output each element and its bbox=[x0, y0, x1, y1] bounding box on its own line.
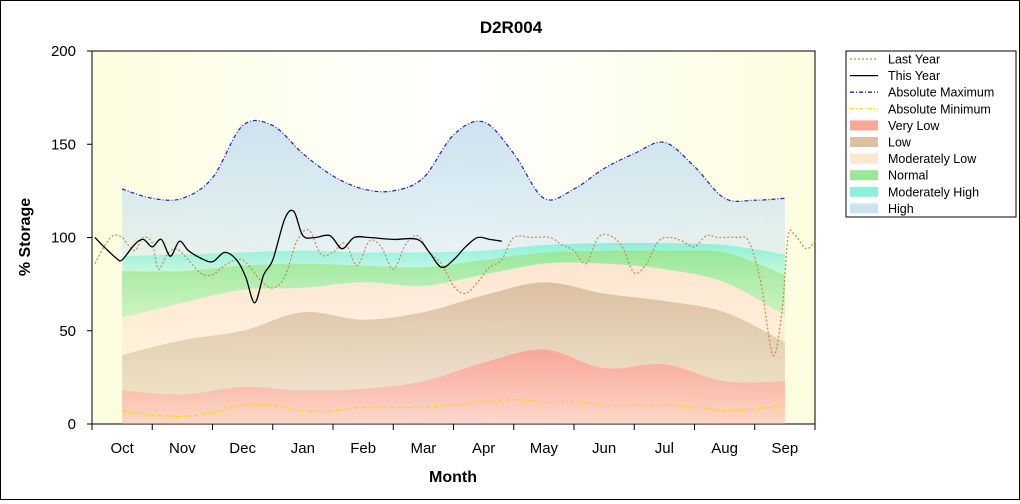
series-absolute-minimum bbox=[122, 399, 785, 418]
legend-label: This Year bbox=[888, 69, 940, 83]
legend-item-moderately-low: Moderately Low bbox=[850, 152, 977, 166]
legend-label: Low bbox=[888, 136, 912, 150]
legend-label: High bbox=[888, 202, 914, 216]
legend-label: Absolute Maximum bbox=[888, 86, 994, 100]
x-tick-label: Nov bbox=[169, 440, 196, 457]
legend-swatch bbox=[850, 120, 878, 131]
legend-label: Last Year bbox=[888, 53, 940, 67]
axes-layer: 0 50 100 150 200 Oct Nov Dec Jan Feb Mar Apr May Jun J… bbox=[51, 43, 816, 457]
x-tick-label: May bbox=[530, 440, 559, 457]
legend-label: Very Low bbox=[888, 119, 940, 133]
band-high bbox=[122, 120, 785, 257]
legend-swatch bbox=[850, 170, 878, 181]
legend-item-absolute-maximum: Absolute Maximum bbox=[850, 86, 994, 100]
y-tick-label: 0 bbox=[68, 416, 76, 433]
y-tick-label: 150 bbox=[51, 136, 76, 153]
band-layer bbox=[122, 120, 785, 424]
x-tick-label: Dec bbox=[229, 440, 256, 457]
band-moderately-low bbox=[122, 262, 785, 355]
y-tick-label: 200 bbox=[51, 43, 76, 60]
chart-title: D2R004 bbox=[480, 18, 543, 37]
legend-swatch bbox=[850, 137, 878, 147]
band-low bbox=[122, 282, 785, 395]
band-moderately-high bbox=[122, 242, 785, 275]
x-tick-label: Apr bbox=[472, 440, 495, 457]
legend-item-absolute-minimum: Absolute Minimum bbox=[850, 102, 991, 116]
legend-item-last-year: Last Year bbox=[850, 53, 940, 67]
x-tick-label: Aug bbox=[711, 440, 738, 457]
legend-swatch bbox=[850, 153, 878, 164]
legend-box bbox=[845, 50, 1017, 218]
x-tick-label: Mar bbox=[410, 440, 436, 457]
series-last-year bbox=[94, 228, 816, 356]
legend-item-low: Low bbox=[850, 136, 912, 150]
legend-swatch bbox=[850, 203, 878, 214]
y-tick-label: 100 bbox=[51, 230, 76, 247]
legend-label: Normal bbox=[888, 169, 928, 183]
x-tick-label: Oct bbox=[110, 440, 134, 457]
series-absolute-maximum bbox=[121, 119, 785, 202]
legend-item-high: High bbox=[850, 202, 914, 216]
band-very-low bbox=[122, 349, 785, 424]
x-tick-label: Jan bbox=[291, 440, 315, 457]
series-layer bbox=[94, 119, 816, 418]
legend-label: Moderately High bbox=[888, 185, 979, 199]
legend-swatch bbox=[850, 186, 878, 197]
x-tick-label: Jul bbox=[655, 440, 674, 457]
legend-item-this-year: This Year bbox=[850, 69, 940, 83]
x-tick-label: Jun bbox=[592, 440, 616, 457]
legend-item-normal: Normal bbox=[850, 169, 928, 183]
x-axis-title: Month bbox=[429, 469, 477, 486]
legend-label: Absolute Minimum bbox=[888, 102, 991, 116]
series-this-year bbox=[94, 209, 502, 304]
legend-item-moderately-high: Moderately High bbox=[850, 185, 979, 199]
legend-label: Moderately Low bbox=[888, 152, 977, 166]
y-axis-title: % Storage bbox=[17, 198, 34, 276]
x-tick-label: Feb bbox=[350, 440, 376, 457]
x-tick-label: Sep bbox=[772, 440, 799, 457]
legend-item-very-low: Very Low bbox=[850, 119, 940, 133]
legend: Last Year This Year Absolute Maximum Absolu… bbox=[845, 50, 1017, 218]
y-tick-label: 50 bbox=[59, 323, 76, 340]
